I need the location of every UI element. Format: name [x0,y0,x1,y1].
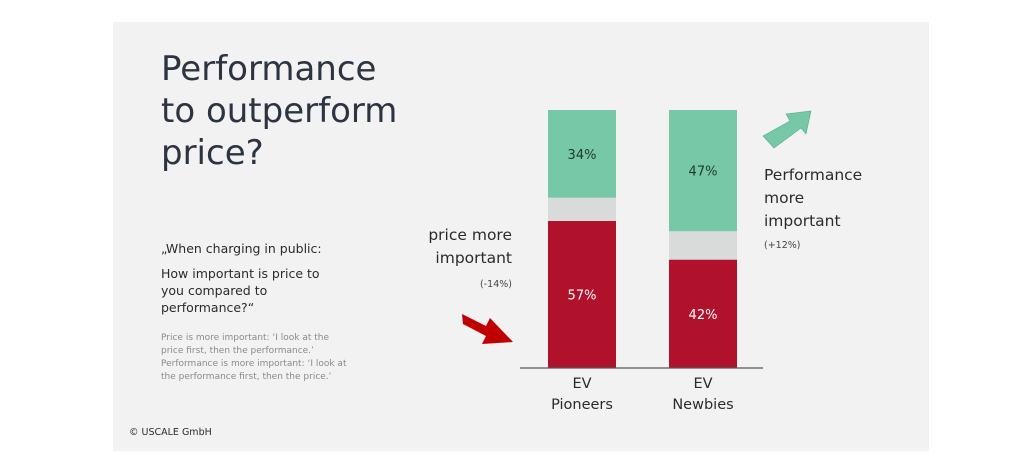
data-label: 57% [568,288,597,303]
bar-segment [669,110,737,232]
annotation-price: important [435,249,512,267]
bar-segment [548,110,616,198]
question-intro: „When charging in public: [161,241,322,256]
category-label: EV [693,376,712,392]
slide: Performance to outperform price? „When c… [113,22,929,451]
annotation-price-change: (-14%) [480,279,512,290]
copyright: © USCALE GmbH [129,427,212,438]
bar-segment [548,220,616,368]
annotation-performance-change: (+12%) [764,240,801,251]
up-right-arrow-icon [762,110,812,149]
annotation-performance: Performance [764,166,862,184]
data-label: 42% [689,308,718,323]
annotation-performance: more [764,189,804,207]
answer-definitions: Price is more important: ‘I look at the … [161,333,347,382]
slide-title: Performance to outperform price? [161,49,398,173]
annotation-price: price more [428,226,512,244]
data-label: 47% [689,165,718,180]
category-label: Pioneers [551,397,613,413]
category-label: EV [572,376,591,392]
question-text: How important is price to you compared t… [161,266,320,315]
bar-segment [548,197,616,221]
bar-segment [669,259,737,368]
annotation-performance: important [764,212,841,230]
down-right-arrow-icon [462,314,513,344]
category-label: Newbies [672,397,733,413]
data-label: 34% [568,148,597,163]
bar-segment [669,231,737,260]
